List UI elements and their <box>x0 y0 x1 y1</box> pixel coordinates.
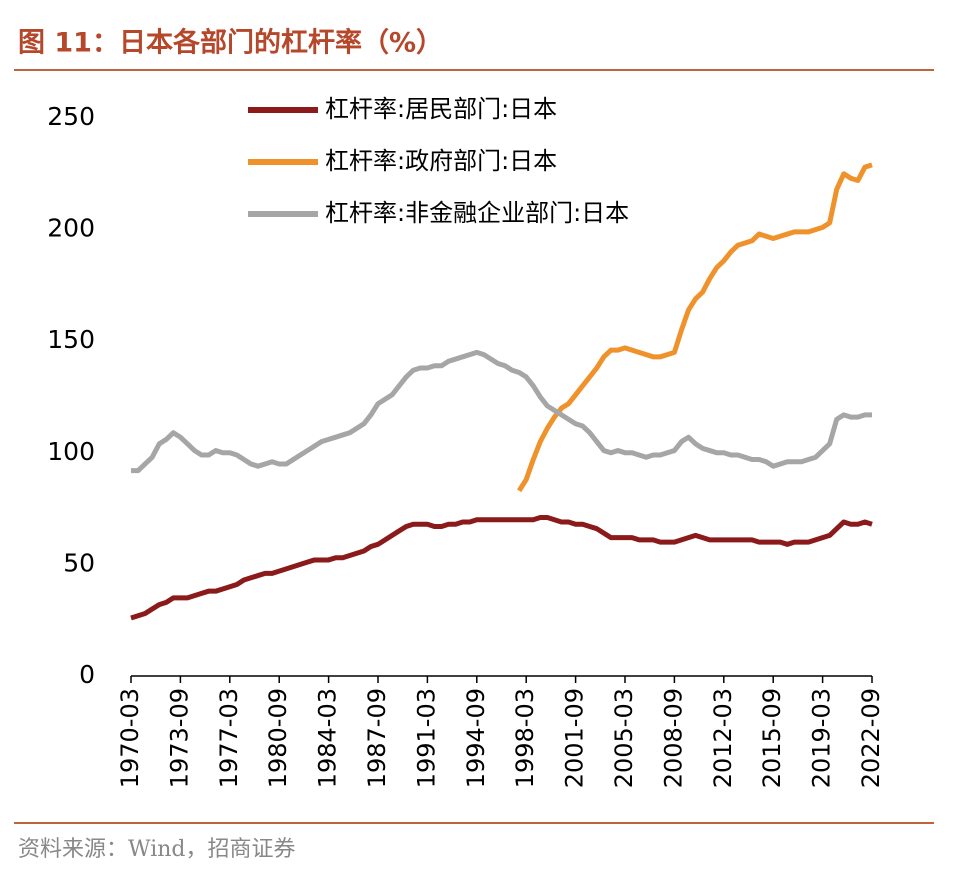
source-note: 资料来源：Wind，招商证券 <box>18 837 296 862</box>
x-tick-label: 1987-09 <box>363 688 391 788</box>
y-tick-label: 150 <box>47 325 95 354</box>
x-tick-label: 1970-03 <box>116 688 144 788</box>
legend-label: 杠杆率:居民部门:日本 <box>325 95 557 123</box>
x-tick-label: 1998-03 <box>511 688 539 788</box>
legend-label: 杠杆率:政府部门:日本 <box>325 147 557 175</box>
x-tick-label: 2015-09 <box>758 688 786 788</box>
x-tick-label: 2001-09 <box>561 688 589 788</box>
x-tick-label: 1977-03 <box>215 688 243 788</box>
x-tick-label: 1994-09 <box>462 688 490 788</box>
x-tick-label: 2022-09 <box>857 688 885 788</box>
x-tick-label: 1980-09 <box>264 688 292 788</box>
x-tick-label: 2019-03 <box>808 688 836 788</box>
legend-label: 杠杆率:非金融企业部门:日本 <box>325 199 629 227</box>
y-tick-label: 50 <box>63 548 95 577</box>
x-tick-label: 1991-03 <box>412 688 440 788</box>
y-tick-label: 200 <box>47 214 95 243</box>
series-line <box>517 162 873 493</box>
chart-title: 图 11：日本各部门的杠杆率（%） <box>18 27 443 59</box>
x-tick-label: 2012-03 <box>709 688 737 788</box>
y-tick-label: 100 <box>47 437 95 466</box>
series-line <box>130 515 873 621</box>
x-tick-label: 1984-03 <box>314 688 342 788</box>
x-tick-label: 1973-09 <box>165 688 193 788</box>
x-tick-label: 2008-09 <box>659 688 687 788</box>
series-line <box>131 349 872 474</box>
y-tick-label: 0 <box>79 660 95 689</box>
x-tick-label: 2005-03 <box>610 688 638 788</box>
y-tick-label: 250 <box>47 102 95 131</box>
